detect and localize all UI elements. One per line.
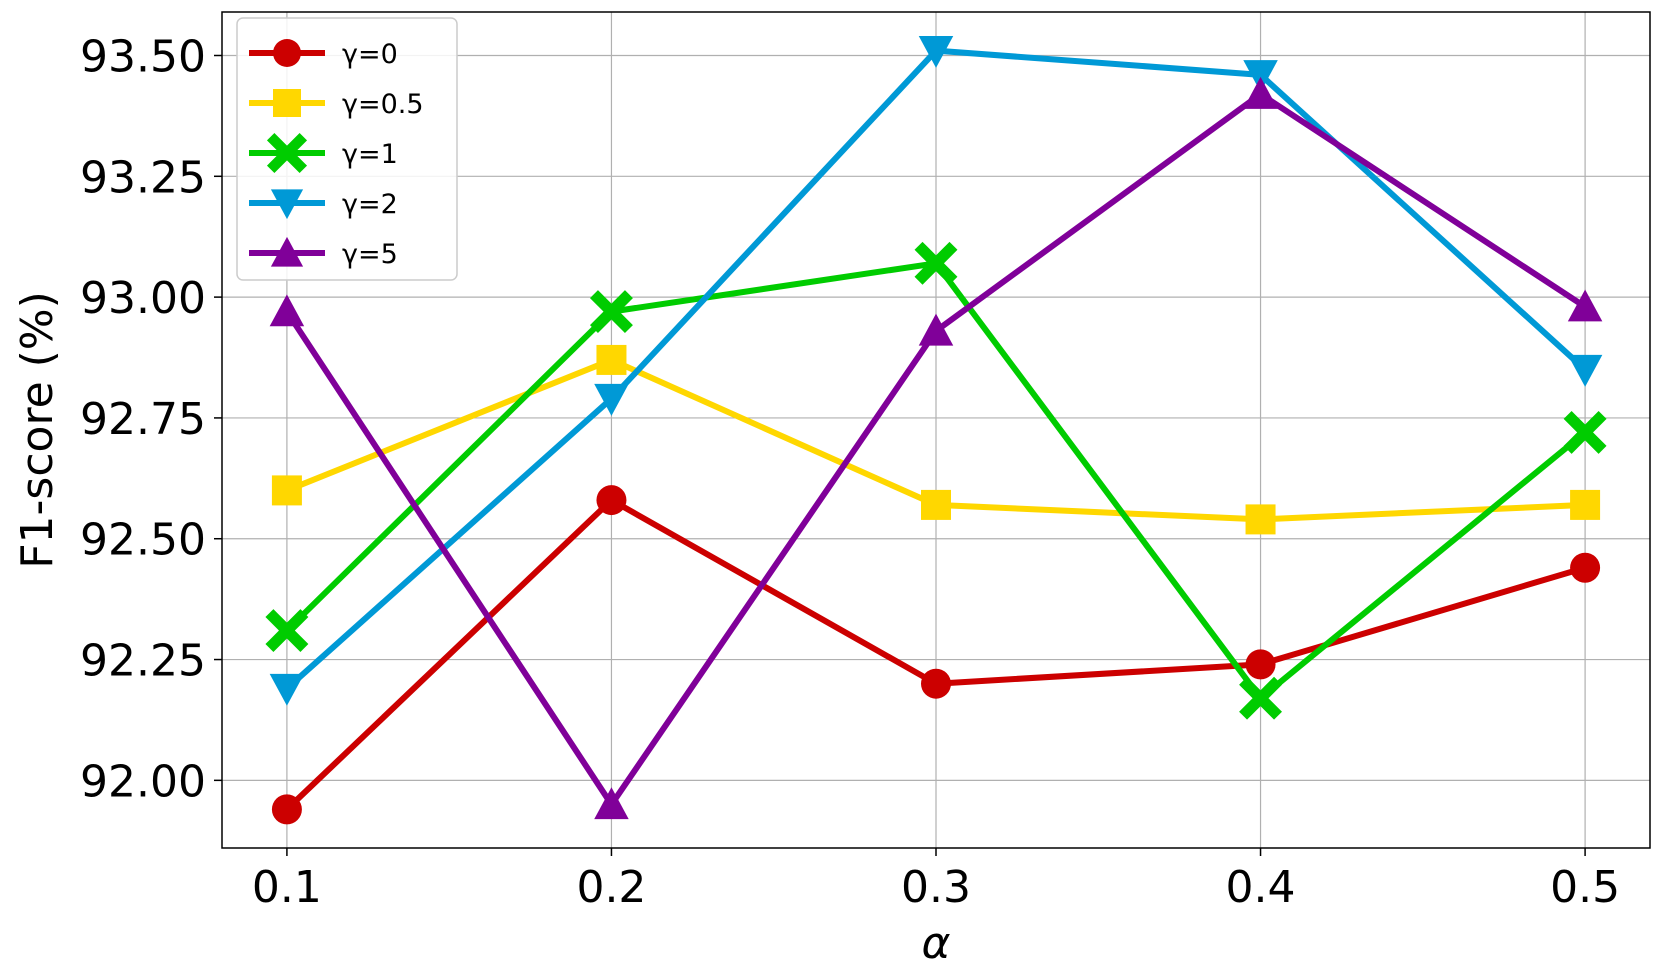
x-marker-stroke: [1239, 676, 1283, 720]
legend-marker: [273, 39, 301, 67]
y-tick-label: 92.25: [80, 636, 206, 687]
x-marker-stroke: [914, 241, 958, 285]
data-point: [1243, 76, 1278, 109]
data-point: [1567, 289, 1603, 322]
x-axis: 0.1 0.2 0.3 0.4 0.5: [252, 848, 1620, 913]
series-0: [271, 485, 1601, 825]
data-point: [596, 344, 627, 375]
series-2: [265, 241, 1607, 720]
series-layer: [265, 35, 1607, 825]
data-point: [1570, 552, 1601, 583]
x-tick-label: 0.4: [1226, 862, 1296, 913]
legend-label: γ=0.5: [342, 89, 424, 120]
legend-label: γ=0: [342, 39, 398, 70]
data-point: [269, 294, 305, 327]
legend: γ=0 γ=0.5 γ=1 γ=2 γ=5: [236, 17, 458, 281]
data-point: [1245, 504, 1276, 535]
x-marker-stroke: [1563, 410, 1607, 454]
y-axis-title: F1-score (%): [12, 291, 63, 569]
legend-item: γ=2: [249, 189, 398, 220]
legend-marker: [270, 236, 304, 267]
legend-label: γ=1: [342, 139, 398, 170]
data-point: [921, 489, 951, 520]
data-point: [1245, 649, 1276, 680]
legend-frame: [236, 17, 458, 281]
legend-label: γ=5: [342, 239, 398, 270]
legend-item: γ=0.5: [249, 89, 424, 120]
data-point: [1563, 410, 1607, 454]
y-axis: 92.00 92.25 92.50 92.75 93.00 93.25 93.50: [80, 31, 222, 807]
data-point: [918, 35, 954, 68]
x-tick-label: 0.5: [1550, 862, 1620, 913]
legend-item: γ=1: [249, 132, 398, 174]
y-tick-label: 92.50: [80, 515, 206, 566]
series-3: [269, 35, 1603, 706]
y-tick-label: 93.50: [80, 31, 206, 82]
legend-marker: [273, 89, 301, 117]
y-tick-label: 93.00: [80, 273, 206, 324]
data-point: [271, 475, 302, 506]
data-point: [1243, 60, 1278, 93]
data-point: [1570, 489, 1601, 520]
data-point: [914, 241, 958, 285]
data-point: [594, 383, 629, 416]
series-1: [271, 344, 1601, 535]
legend-label: γ=2: [342, 189, 398, 220]
data-point: [1239, 676, 1283, 720]
legend-marker: [266, 132, 308, 174]
x-marker-stroke: [266, 132, 308, 174]
data-point: [596, 485, 627, 516]
y-tick-label: 93.25: [80, 152, 206, 203]
x-tick-label: 0.2: [576, 862, 646, 913]
x-marker-stroke: [265, 609, 309, 652]
x-axis-title: α: [921, 918, 950, 967]
data-point: [1567, 354, 1603, 387]
data-point: [269, 673, 305, 706]
y-tick-label: 92.00: [80, 756, 206, 807]
data-point: [265, 609, 309, 652]
legend-marker: [270, 189, 304, 220]
data-point: [594, 787, 629, 820]
x-tick-label: 0.1: [252, 862, 322, 913]
series-4: [269, 76, 1603, 820]
x-marker-stroke: [589, 290, 633, 334]
x-tick-label: 0.3: [901, 862, 971, 913]
legend-item: γ=5: [249, 236, 398, 270]
legend-item: γ=0: [249, 39, 398, 70]
data-point: [921, 668, 951, 699]
data-point: [271, 794, 302, 825]
data-point: [918, 313, 954, 346]
data-point: [589, 290, 633, 334]
y-tick-label: 92.75: [80, 394, 206, 445]
